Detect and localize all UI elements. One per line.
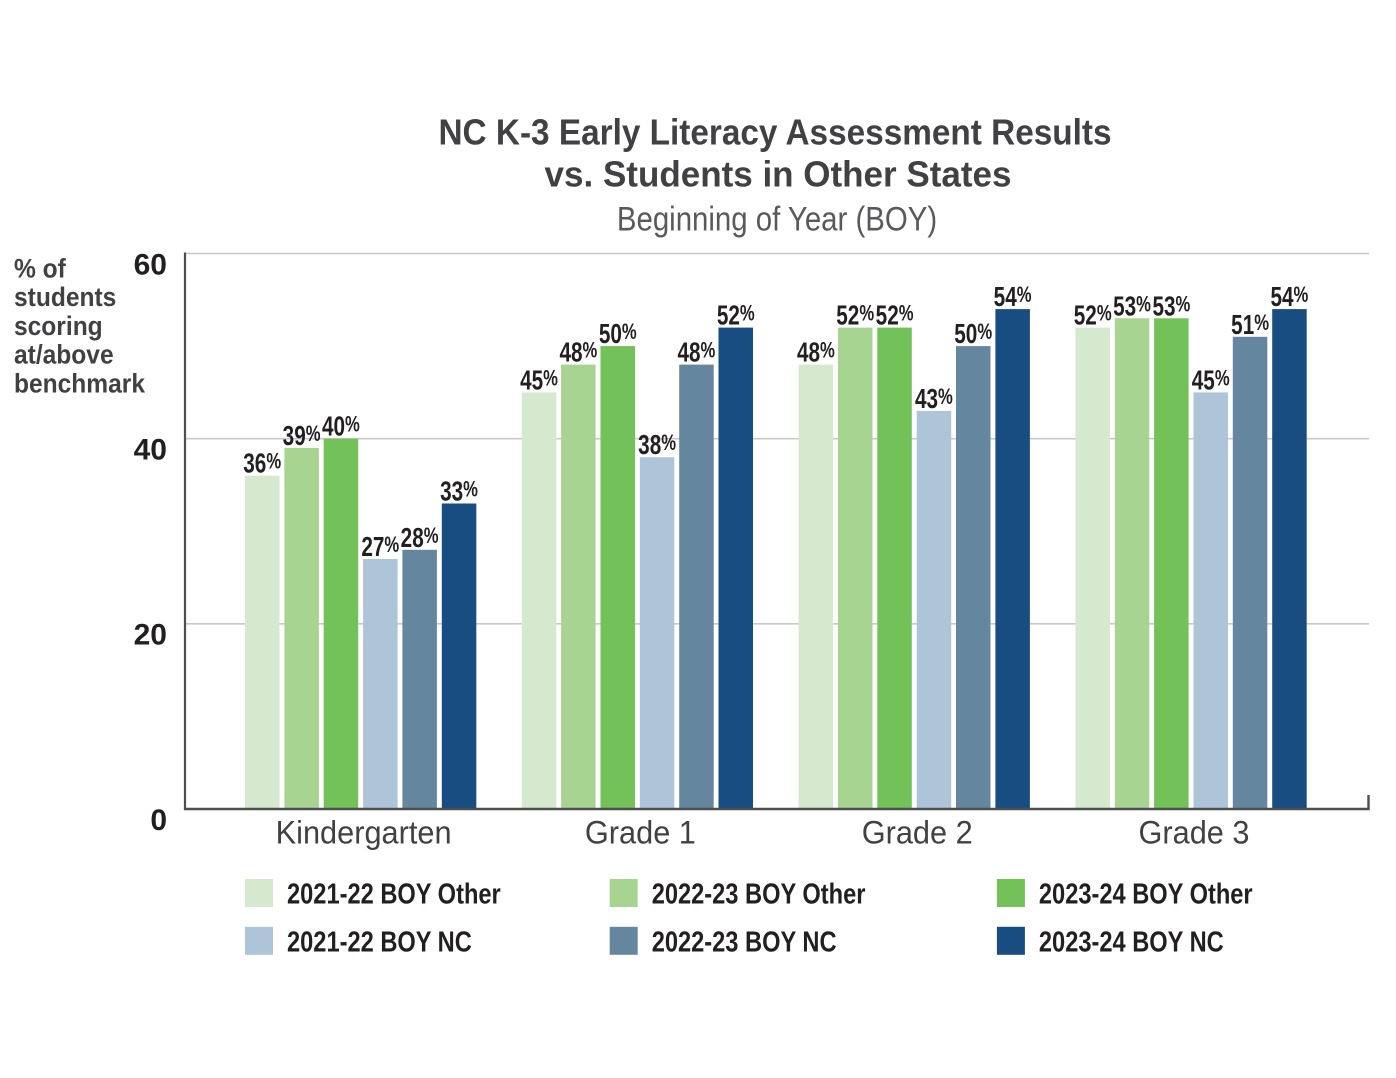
svg-text:50%: 50% [599, 319, 637, 350]
svg-text:52%: 52% [836, 301, 874, 332]
svg-text:45%: 45% [1192, 366, 1230, 397]
svg-text:Beginning of Year (BOY): Beginning of Year (BOY) [617, 199, 937, 238]
svg-text:0: 0 [150, 804, 167, 837]
svg-text:48%: 48% [797, 338, 835, 369]
svg-text:students: students [14, 283, 116, 312]
svg-text:20: 20 [134, 619, 167, 652]
svg-text:2022-23 BOY NC: 2022-23 BOY NC [652, 925, 837, 958]
svg-text:40: 40 [134, 434, 167, 467]
svg-text:40%: 40% [322, 412, 360, 443]
svg-text:% of: % of [14, 254, 66, 283]
svg-text:Kindergarten: Kindergarten [276, 815, 452, 851]
svg-text:39%: 39% [283, 421, 321, 452]
svg-text:at/above: at/above [14, 341, 114, 370]
svg-text:NC K-3 Early Literacy Assessme: NC K-3 Early Literacy Assessment Results [438, 113, 1111, 152]
svg-text:Grade 2: Grade 2 [862, 815, 973, 851]
svg-text:Grade 3: Grade 3 [1139, 815, 1250, 851]
svg-text:Grade 1: Grade 1 [585, 815, 696, 851]
svg-text:vs. Students in Other States: vs. Students in Other States [545, 154, 1012, 195]
svg-text:2021-22 BOY NC: 2021-22 BOY NC [287, 925, 472, 958]
svg-text:scoring: scoring [14, 312, 103, 341]
svg-text:50%: 50% [954, 319, 992, 350]
svg-text:27%: 27% [361, 532, 399, 563]
svg-text:2023-24 BOY Other: 2023-24 BOY Other [1039, 877, 1253, 910]
svg-text:2022-23 BOY Other: 2022-23 BOY Other [652, 877, 866, 910]
svg-text:52%: 52% [1074, 301, 1112, 332]
svg-text:benchmark: benchmark [14, 369, 146, 398]
svg-text:60: 60 [134, 248, 167, 281]
svg-text:48%: 48% [559, 338, 597, 369]
svg-text:2023-24 BOY NC: 2023-24 BOY NC [1039, 925, 1224, 958]
svg-text:2021-22 BOY Other: 2021-22 BOY Other [287, 877, 501, 910]
